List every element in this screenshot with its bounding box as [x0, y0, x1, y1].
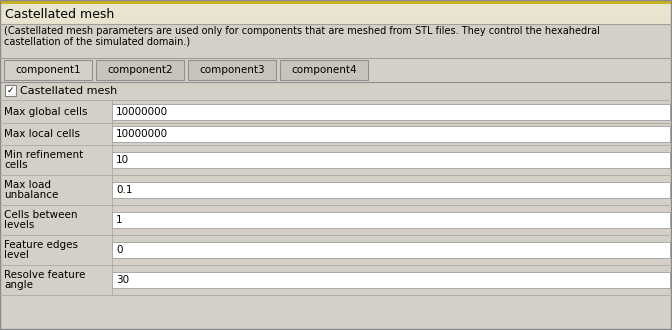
Bar: [5, 85, 16, 96]
Bar: [112, 152, 670, 168]
Text: Feature edges: Feature edges: [4, 240, 78, 249]
Text: Max global cells: Max global cells: [4, 107, 87, 117]
Text: Max load: Max load: [4, 180, 51, 190]
Text: castellation of the simulated domain.): castellation of the simulated domain.): [4, 37, 190, 47]
Bar: [0, 24, 672, 57]
Bar: [112, 212, 670, 228]
Text: levels: levels: [4, 220, 34, 230]
Text: 10: 10: [116, 155, 129, 165]
Bar: [112, 272, 670, 288]
Text: component2: component2: [108, 65, 173, 75]
Bar: [112, 104, 670, 120]
Text: Castellated mesh: Castellated mesh: [5, 8, 114, 20]
Text: unbalance: unbalance: [4, 190, 58, 200]
Text: angle: angle: [4, 280, 33, 290]
Text: Max local cells: Max local cells: [4, 129, 80, 139]
Text: component1: component1: [15, 65, 81, 75]
Bar: [0, 4, 672, 24]
Bar: [112, 182, 670, 198]
Bar: [112, 242, 670, 258]
Text: Cells between: Cells between: [4, 210, 77, 219]
Text: 0: 0: [116, 245, 122, 255]
Text: Min refinement: Min refinement: [4, 149, 83, 160]
Text: cells: cells: [4, 160, 28, 170]
Text: Resolve feature: Resolve feature: [4, 270, 85, 280]
Text: Castellated mesh: Castellated mesh: [20, 86, 117, 96]
Bar: [96, 60, 184, 80]
Text: 10000000: 10000000: [116, 129, 168, 139]
Bar: [112, 126, 670, 142]
Bar: [0, 0, 672, 4]
Text: component3: component3: [199, 65, 265, 75]
Bar: [4, 60, 92, 80]
Bar: [188, 60, 276, 80]
Text: ✓: ✓: [7, 85, 14, 94]
Text: 1: 1: [116, 215, 122, 225]
Text: level: level: [4, 250, 29, 260]
Text: 30: 30: [116, 275, 129, 285]
Bar: [280, 60, 368, 80]
Bar: [0, 82, 672, 330]
Text: 10000000: 10000000: [116, 107, 168, 117]
Text: (Castellated mesh parameters are used only for components that are meshed from S: (Castellated mesh parameters are used on…: [4, 26, 600, 36]
Text: 0.1: 0.1: [116, 185, 132, 195]
Text: component4: component4: [291, 65, 357, 75]
